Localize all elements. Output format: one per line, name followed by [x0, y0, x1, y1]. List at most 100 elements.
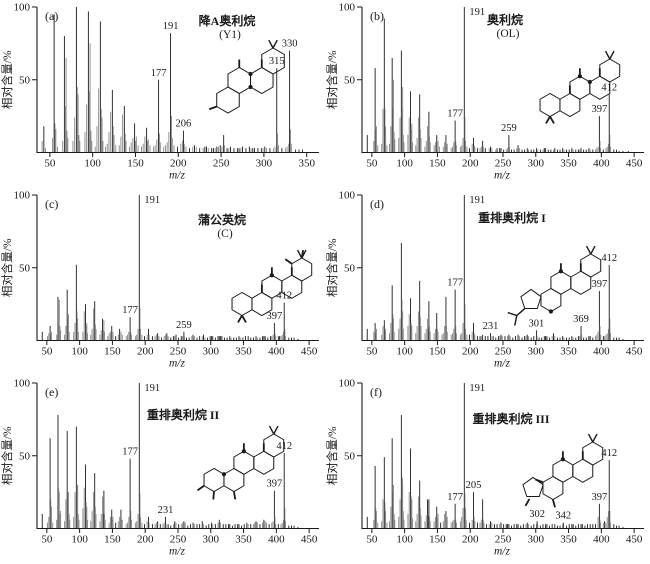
- ring: [550, 270, 572, 295]
- x-tick-label: 300: [203, 346, 220, 358]
- y-tick-label: 100: [14, 378, 31, 390]
- peak-labels-f: 177 191 205 302 342 397 412: [447, 383, 617, 522]
- methyl-stub: [272, 39, 278, 49]
- x-tick-label: 350: [560, 534, 577, 546]
- panel-letter: (d): [370, 197, 384, 211]
- y-axis-title: 相对含量/%: [0, 50, 14, 109]
- x-tick-label: 200: [462, 346, 479, 358]
- methyl-stub: [212, 491, 215, 500]
- methyl-stub: [524, 498, 531, 507]
- compound-title: 重排奥利烷 II: [147, 407, 220, 422]
- ring: [227, 66, 252, 95]
- stereo-dot: [269, 273, 274, 278]
- x-tick-label: 100: [396, 346, 413, 358]
- stereo-dot: [558, 269, 563, 274]
- x-tick-label: 300: [528, 346, 545, 358]
- y-tick-label: 100: [339, 190, 356, 202]
- x-tick-label: 200: [170, 158, 187, 170]
- peak-label: 177: [447, 278, 463, 289]
- x-axis-title: m/z: [169, 358, 186, 370]
- x-tick-label: 300: [528, 158, 545, 170]
- methyl-stub: [196, 485, 205, 492]
- methyl-stub: [208, 105, 218, 111]
- ring: [539, 92, 561, 118]
- peak-label: 205: [466, 480, 482, 491]
- y-tick-label: 50: [344, 74, 356, 86]
- x-tick-label: 300: [256, 158, 273, 170]
- ring: [552, 458, 574, 483]
- spectrum-panel-c: 50 100 50 100 150 200 250 300 350 400 450 相对含量/% m/z…: [0, 190, 319, 370]
- peak-label: 397: [267, 311, 283, 322]
- y-tick-label: 100: [339, 378, 356, 390]
- x-tick-label: 150: [104, 346, 121, 358]
- x-tick-label: 400: [268, 346, 285, 358]
- x-tick-label: 150: [429, 534, 446, 546]
- peak-labels-a: 177 191 206 315 330: [151, 21, 298, 129]
- panel-letter: (b): [370, 9, 384, 23]
- peak-label: 412: [276, 291, 292, 302]
- stereo-dot: [248, 84, 253, 90]
- x-tick-label: 250: [495, 346, 512, 358]
- peak-label: 259: [501, 123, 517, 134]
- x-tick-label: 350: [235, 346, 252, 358]
- axes-f: 50 100 50 100 150 200 250 300 350 400 450: [339, 378, 644, 546]
- peak-label: 191: [469, 195, 485, 206]
- x-tick-label: 450: [626, 158, 643, 170]
- structure-c: [231, 249, 313, 323]
- ring: [233, 450, 255, 475]
- x-axis-title: m/z: [494, 546, 511, 558]
- peak-label: 397: [592, 492, 608, 503]
- axes-b: 50 100 50 100 150 200 250 300 350 400 450: [339, 2, 644, 170]
- x-tick-label: 150: [104, 534, 121, 546]
- peak-label: 369: [573, 314, 589, 325]
- y-tick-label: 100: [14, 2, 31, 14]
- x-tick-label: 150: [429, 346, 446, 358]
- methyl-stub: [233, 491, 237, 500]
- ring: [250, 66, 274, 95]
- spectrum-panel-d: 50 100 50 100 150 200 250 300 350 400 450 相对含量/% m/z…: [325, 190, 644, 370]
- peak-label: 397: [592, 104, 608, 115]
- peak-label: 177: [122, 305, 138, 316]
- peak-label: 412: [601, 82, 617, 93]
- structure-f: [522, 433, 604, 508]
- x-tick-label: 350: [298, 158, 315, 170]
- peak-label: 342: [555, 511, 571, 522]
- ring: [599, 58, 621, 83]
- compound-title: 蒲公英烷: [198, 212, 246, 227]
- x-axis-title: m/z: [494, 358, 511, 370]
- peak-label: 191: [469, 7, 485, 18]
- ring: [580, 253, 602, 278]
- x-tick-label: 100: [71, 346, 88, 358]
- methyl-stub: [284, 258, 293, 265]
- methyl-stub: [604, 50, 611, 60]
- x-tick-label: 50: [41, 534, 53, 546]
- peak-label: 177: [447, 492, 463, 503]
- spectrum-panel-f: 50 100 50 100 150 200 250 300 350 400 450 相对含量/% m/z…: [325, 378, 644, 558]
- axes-c: 50 100 50 100 150 200 250 300 350 400 450: [14, 190, 319, 358]
- panel-letter: (c): [45, 197, 58, 211]
- methyl-stub: [268, 39, 274, 49]
- x-tick-label: 400: [268, 534, 285, 546]
- peak-label: 330: [282, 39, 298, 50]
- x-tick-label: 200: [462, 534, 479, 546]
- y-tick-label: 50: [344, 262, 356, 274]
- methyl-stub: [237, 315, 243, 323]
- x-tick-label: 450: [301, 534, 318, 546]
- peak-label: 315: [269, 56, 285, 67]
- axes-e: 50 100 50 100 150 200 250 300 350 400 450: [14, 378, 319, 546]
- stereo-dot: [577, 74, 582, 79]
- peak-labels-c: 177 191 259 397 412: [122, 195, 292, 331]
- compound-title: 奥利烷: [487, 12, 523, 27]
- compound-abbrev: (C): [217, 228, 233, 240]
- ring: [522, 476, 544, 498]
- x-tick-label: 350: [560, 158, 577, 170]
- x-tick-label: 450: [301, 346, 318, 358]
- peak-label: 191: [163, 21, 179, 32]
- y-axis-title: 相对含量/%: [325, 426, 339, 485]
- x-tick-label: 400: [593, 158, 610, 170]
- y-axis-title: 相对含量/%: [0, 426, 14, 485]
- y-axis-title: 相对含量/%: [0, 238, 14, 297]
- structure-b: [539, 50, 621, 124]
- peak-label: 412: [601, 448, 617, 459]
- peak-label: 191: [469, 383, 485, 394]
